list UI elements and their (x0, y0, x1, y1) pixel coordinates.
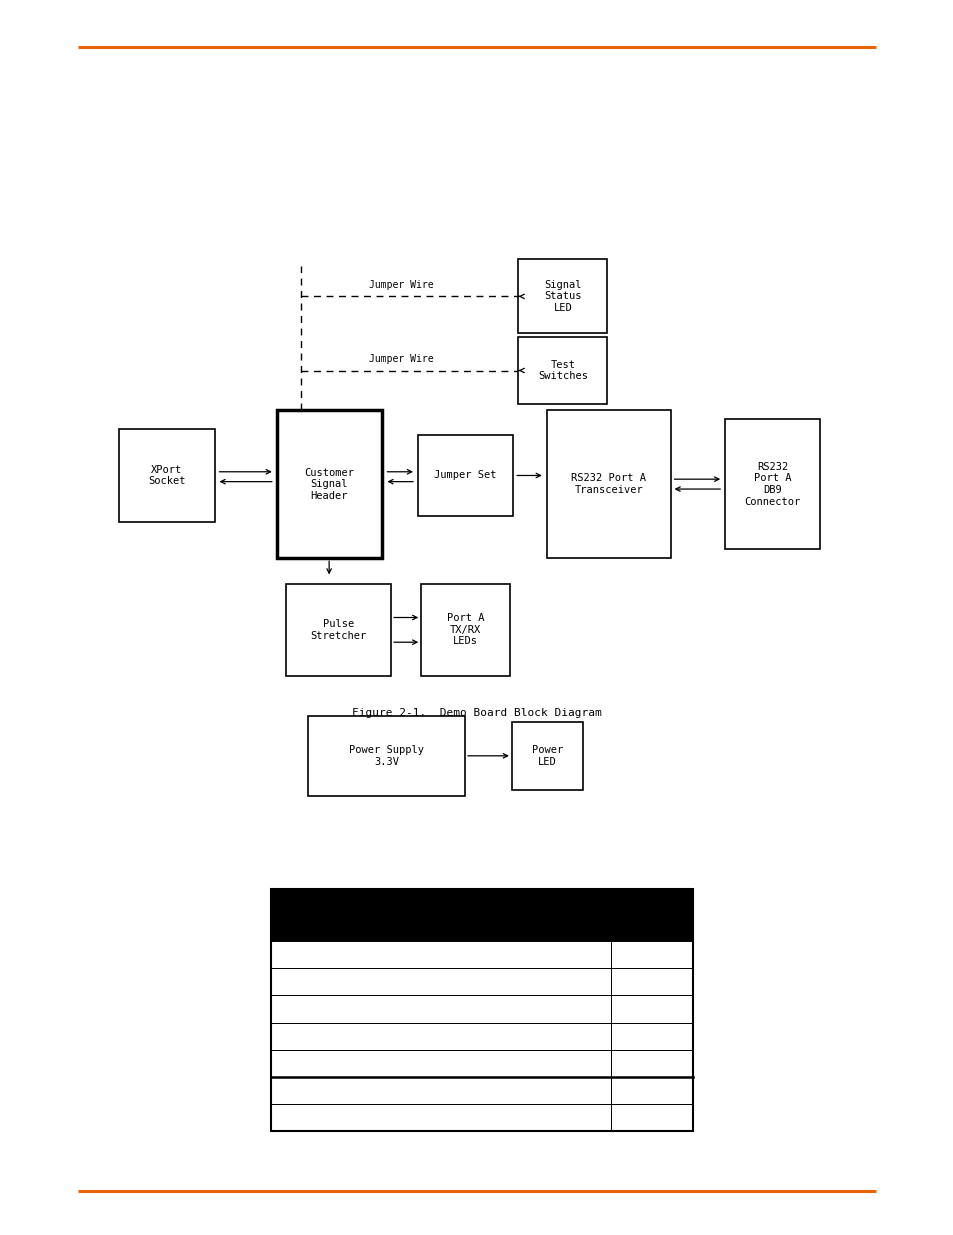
Bar (271, 1023, 692, 1050)
Bar (518, 259, 606, 333)
Bar (271, 1050, 692, 1077)
Text: Port A
TX/RX
LEDs: Port A TX/RX LEDs (446, 614, 484, 646)
Bar (271, 889, 692, 941)
Text: Pulse
Stretcher: Pulse Stretcher (311, 619, 366, 641)
Text: Jumper Set: Jumper Set (434, 471, 497, 480)
Text: Jumper Wire: Jumper Wire (369, 280, 434, 290)
Bar (271, 889, 692, 1131)
Bar (286, 584, 391, 677)
Bar (511, 721, 582, 790)
Bar (724, 420, 820, 548)
Bar (271, 1104, 692, 1131)
Bar (307, 715, 465, 795)
Text: Signal
Status
LED: Signal Status LED (543, 280, 581, 312)
Text: RS232
Port A
DB9
Connector: RS232 Port A DB9 Connector (744, 462, 800, 506)
Text: Customer
Signal
Header: Customer Signal Header (304, 468, 354, 500)
Bar (421, 584, 509, 677)
Bar (271, 968, 692, 995)
Text: Power Supply
3.3V: Power Supply 3.3V (349, 745, 423, 767)
Bar (518, 336, 606, 405)
Bar (271, 995, 692, 1023)
Text: RS232 Port A
Transceiver: RS232 Port A Transceiver (571, 473, 645, 495)
Bar (271, 1077, 692, 1104)
Text: Test
Switches: Test Switches (537, 359, 587, 382)
Bar (276, 410, 381, 558)
Text: XPort
Socket: XPort Socket (148, 464, 186, 487)
Bar (417, 436, 513, 516)
Text: Power
LED: Power LED (532, 745, 562, 767)
Bar (546, 410, 670, 558)
Text: Figure 2-1.  Demo Board Block Diagram: Figure 2-1. Demo Board Block Diagram (352, 708, 601, 718)
Bar (119, 430, 214, 522)
Text: Jumper Wire: Jumper Wire (369, 354, 434, 364)
Bar (271, 941, 692, 968)
